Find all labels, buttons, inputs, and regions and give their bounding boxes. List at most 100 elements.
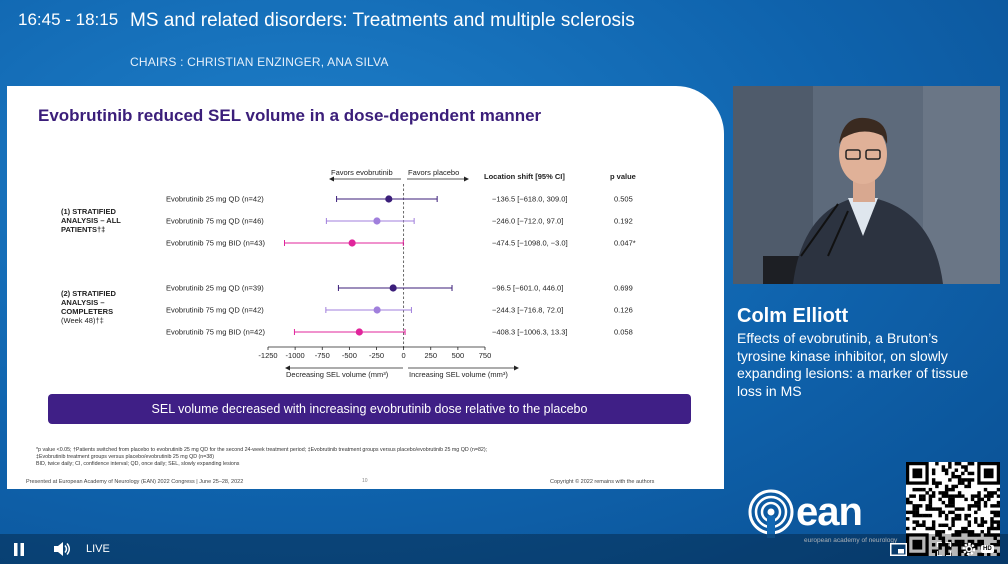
- qr-module: [938, 543, 942, 547]
- settings-button[interactable]: [958, 534, 980, 564]
- qr-module: [948, 552, 952, 557]
- qr-module: [948, 546, 952, 550]
- qr-module: [948, 478, 952, 482]
- qr-module: [906, 497, 910, 502]
- qr-module: [944, 546, 949, 550]
- picture-in-picture-button[interactable]: [887, 534, 909, 564]
- qr-module: [987, 491, 991, 495]
- qr-module: [980, 523, 984, 528]
- qr-module: [970, 504, 975, 508]
- qr-module: [983, 520, 988, 524]
- qr-module: [944, 471, 949, 476]
- qr-module: [922, 523, 926, 528]
- qr-module: [967, 523, 972, 528]
- qr-module: [951, 533, 955, 537]
- qr-module: [996, 539, 1001, 544]
- xaxis-tick-label: 500: [452, 351, 465, 360]
- row-label: Evobrutinib 75 mg QD (n=42): [166, 306, 264, 315]
- qr-module: [993, 526, 997, 531]
- qr-code-pattern: [906, 462, 1001, 557]
- qr-module: [912, 526, 916, 531]
- qr-module: [931, 471, 936, 476]
- qr-module: [951, 487, 955, 492]
- xaxis-tick-label: -750: [315, 351, 330, 360]
- location-shift-value: −244.3 [−716.8, 72.0]: [492, 306, 563, 315]
- qr-module: [964, 465, 968, 469]
- qr-module: [928, 487, 933, 492]
- fullscreen-icon: [937, 542, 951, 556]
- qr-module: [993, 491, 997, 495]
- qr-module: [967, 478, 972, 482]
- qr-module: [954, 507, 959, 511]
- qr-module: [990, 520, 994, 524]
- qr-module: [935, 533, 939, 537]
- qr-module: [996, 500, 1001, 505]
- qr-module: [977, 497, 981, 502]
- qr-module: [957, 462, 962, 466]
- xaxis-tick-label: -1250: [258, 351, 277, 360]
- qr-module: [957, 517, 962, 521]
- qr-module: [987, 494, 991, 498]
- qr-module: [951, 520, 955, 524]
- qr-module: [948, 500, 952, 505]
- qr-module: [918, 523, 923, 528]
- pause-button[interactable]: [8, 534, 30, 564]
- session-time: 16:45 - 18:15: [18, 10, 119, 29]
- forest-plot-axis: -1250 -1000 -750 -500 -250 0 250 500 750: [258, 346, 491, 360]
- qr-module: [990, 543, 994, 547]
- qr-module: [948, 494, 952, 498]
- qr-module: [954, 513, 959, 518]
- qr-module: [957, 546, 962, 550]
- point-estimate: [373, 217, 381, 225]
- qr-module: [964, 517, 968, 521]
- qr-module: [938, 481, 942, 485]
- qr-module: [922, 513, 926, 518]
- qr-module: [951, 510, 955, 515]
- qr-module: [912, 507, 916, 511]
- qr-module: [944, 491, 949, 495]
- qr-module: [944, 552, 949, 557]
- qr-module: [931, 507, 936, 511]
- point-estimate: [348, 239, 356, 247]
- point-estimate: [373, 306, 381, 314]
- session-title: MS and related disorders: Treatments and…: [130, 10, 635, 31]
- slide-page-number: 10: [362, 478, 368, 484]
- p-value: 0.699: [614, 284, 633, 293]
- qr-module: [938, 491, 942, 495]
- qr-module: [961, 471, 965, 476]
- qr-module: [987, 526, 991, 531]
- pause-icon: [14, 542, 24, 556]
- p-value: 0.192: [614, 217, 633, 226]
- player-control-bar: LIVE: [0, 534, 1008, 564]
- qr-module: [951, 523, 955, 528]
- qr-module: [961, 530, 965, 534]
- qr-module: [967, 533, 972, 537]
- qr-module: [974, 494, 978, 498]
- qr-module: [951, 474, 955, 479]
- qr-module: [922, 494, 926, 498]
- row-label: Evobrutinib 75 mg QD (n=46): [166, 217, 264, 226]
- qr-module: [980, 520, 984, 524]
- qr-module: [964, 497, 968, 502]
- qr-module: [915, 504, 920, 508]
- qr-module: [996, 487, 1001, 492]
- qr-module: [993, 533, 997, 537]
- group2-label-line4: (Week 48)†‡: [61, 316, 104, 325]
- qr-module: [977, 494, 981, 498]
- qr-module: [983, 494, 988, 498]
- qr-module: [970, 478, 975, 482]
- qr-module: [941, 491, 946, 495]
- fullscreen-button[interactable]: [933, 534, 955, 564]
- qr-module: [967, 484, 972, 489]
- qr-module: [944, 494, 949, 498]
- qr-module: [925, 526, 929, 531]
- volume-button[interactable]: [52, 534, 74, 564]
- qr-module: [941, 536, 946, 540]
- qr-module: [964, 468, 968, 472]
- qr-module: [957, 533, 962, 537]
- qr-module: [922, 487, 926, 492]
- qr-module: [944, 517, 949, 521]
- qr-module: [983, 487, 988, 492]
- footnote-2: ‡Evobrutinib treatment groups versus pla…: [36, 454, 214, 460]
- location-shift-value: −408.3 [−1006.3, 13.3]: [492, 328, 567, 337]
